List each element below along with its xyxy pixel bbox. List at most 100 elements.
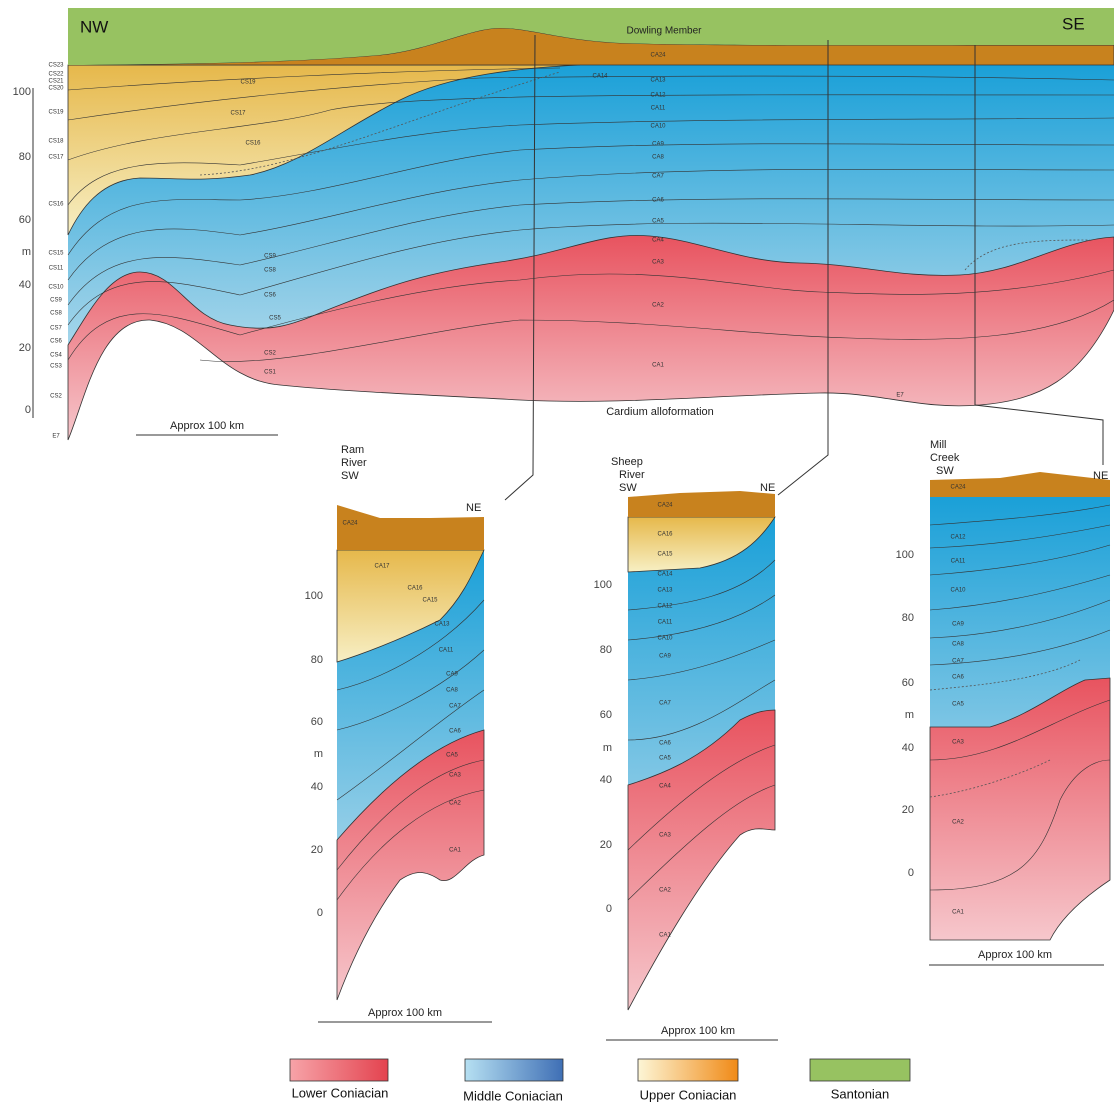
unit-label: CA6 (449, 729, 461, 735)
legend: Lower Coniacian Middle Coniacian Upper C… (290, 1059, 910, 1103)
unit-label: CA1 (659, 933, 671, 939)
unit-label: CS9 (50, 298, 62, 304)
unit-label: CA10 (950, 588, 966, 594)
unit-label: CS16 (48, 202, 64, 208)
unit-label: CA11 (658, 620, 673, 626)
axis-label: 20 (19, 342, 31, 354)
base-unit-label: Cardium alloformation (606, 406, 714, 418)
panel-title: Ram (341, 444, 364, 456)
unit-label: CA9 (446, 672, 458, 678)
axis-label: 60 (600, 709, 612, 721)
unit-label: CA12 (657, 604, 673, 610)
unit-label: CA2 (652, 303, 664, 309)
legend-label: Santonian (831, 1086, 890, 1101)
unit-label: CS11 (49, 266, 64, 272)
unit-label: CA24 (650, 53, 666, 59)
unit-label: CA15 (422, 598, 438, 604)
unit-label: CS19 (240, 80, 256, 86)
unit-label: CA7 (652, 174, 664, 180)
axis-label: 80 (600, 644, 612, 656)
unit-label: CS10 (48, 285, 64, 291)
ca24-layer (337, 505, 484, 550)
unit-label: CA5 (659, 756, 671, 762)
unit-label: CS22 (48, 72, 64, 78)
axis-label: m (905, 709, 914, 721)
unit-label: CS4 (50, 353, 62, 359)
unit-label: CS2 (50, 394, 62, 400)
unit-label: CA11 (651, 106, 666, 112)
unit-label: CA9 (659, 654, 671, 660)
unit-label: E7 (896, 393, 904, 399)
axis-label: m (603, 742, 612, 754)
unit-label: CA1 (449, 848, 461, 854)
unit-label: CA13 (434, 622, 450, 628)
scale-label: Approx 100 km (368, 1007, 442, 1019)
unit-label: CA8 (446, 688, 458, 694)
unit-label: CA6 (652, 198, 664, 204)
panel-title: Sheep (611, 456, 643, 468)
scale-label: Approx 100 km (170, 420, 244, 432)
unit-label: CS15 (48, 251, 64, 257)
panel-title: Creek (930, 452, 960, 464)
unit-label: CS21 (48, 79, 64, 85)
unit-label: CS7 (50, 326, 62, 332)
ram-river-panel: Ram River SW NE 100 80 60 m 40 20 0 Appr… (305, 444, 492, 1022)
unit-label: CA3 (449, 773, 461, 779)
unit-label: CS17 (48, 155, 64, 161)
unit-label: CA14 (592, 74, 608, 80)
panel-right: NE (760, 482, 775, 494)
unit-label: CA24 (342, 521, 358, 527)
panel-title: River (619, 469, 645, 481)
axis-label: 100 (305, 590, 323, 602)
axis-label: 60 (19, 214, 31, 226)
unit-label: CA2 (449, 801, 461, 807)
unit-label: CA24 (657, 503, 673, 509)
unit-label: CA4 (659, 784, 671, 790)
unit-label: CS18 (48, 139, 64, 145)
main-section: NW SE Dowling Member Cardium alloformati… (13, 8, 1114, 440)
legend-label: Lower Coniacian (292, 1085, 389, 1100)
axis-label: 0 (317, 907, 323, 919)
unit-label: CA1 (952, 910, 964, 916)
unit-label: CA3 (659, 833, 671, 839)
unit-label: CA11 (951, 559, 966, 565)
edge-units: CS23 CS22 CS21 CS20 CS19 CS18 CS17 CS16 … (48, 63, 64, 440)
unit-label: CA11 (439, 648, 454, 654)
panel-title: SW (936, 465, 954, 477)
unit-label: CS19 (48, 110, 64, 116)
axis-label: 80 (19, 151, 31, 163)
unit-label: CS20 (48, 86, 64, 92)
axis-label: 80 (902, 612, 914, 624)
unit-label: CA10 (657, 636, 673, 642)
unit-label: CS16 (245, 141, 261, 147)
ca24-layer (628, 491, 775, 517)
axis-label: 0 (606, 903, 612, 915)
top-unit-label: Dowling Member (626, 26, 702, 37)
unit-label: CA5 (652, 219, 664, 225)
axis-label: 100 (594, 579, 612, 591)
unit-label: CA6 (659, 741, 671, 747)
unit-label: CA14 (657, 572, 673, 578)
main-axis: 100 80 60 m 40 20 0 (13, 86, 31, 416)
unit-label: CA5 (446, 753, 458, 759)
axis-label: 100 (13, 86, 31, 98)
axis-label: 0 (25, 404, 31, 416)
unit-label: CA9 (952, 622, 964, 628)
unit-label: CA2 (659, 888, 671, 894)
legend-swatch (290, 1059, 388, 1081)
unit-label: E7 (52, 434, 60, 440)
legend-label: Upper Coniacian (640, 1087, 737, 1102)
axis-label: 40 (19, 279, 31, 291)
unit-label: CA16 (407, 586, 423, 592)
cross-section-figure: NW SE Dowling Member Cardium alloformati… (0, 0, 1114, 1107)
unit-label: CA3 (652, 260, 664, 266)
panel-title: SW (619, 482, 637, 494)
unit-label: CS8 (264, 268, 276, 274)
unit-label: CA1 (652, 363, 664, 369)
unit-label: CA3 (952, 740, 964, 746)
panel-title: SW (341, 470, 359, 482)
axis-label: 20 (600, 839, 612, 851)
unit-label: CA7 (659, 701, 671, 707)
unit-label: CA6 (952, 675, 964, 681)
axis-label: 60 (902, 677, 914, 689)
